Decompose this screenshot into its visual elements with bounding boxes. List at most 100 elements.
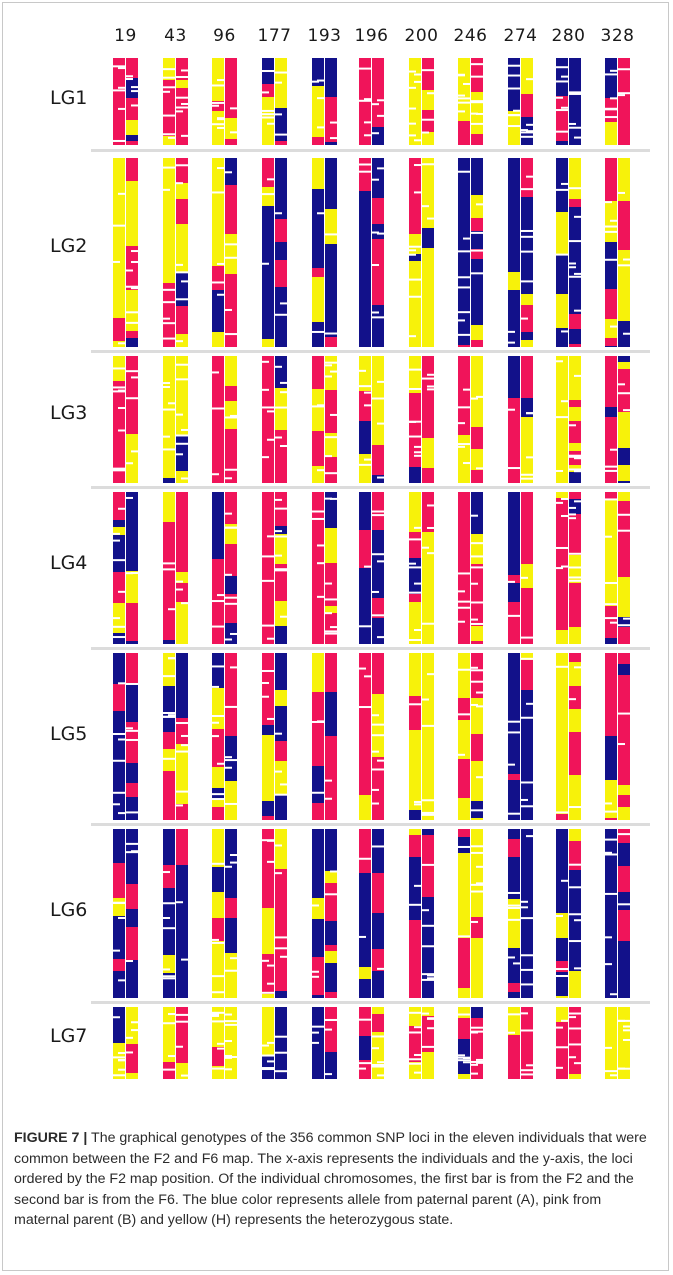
genotype-segment [471, 218, 483, 231]
missing-marker [556, 360, 563, 363]
missing-marker [118, 407, 125, 410]
genotype-segment [113, 1007, 125, 1043]
missing-marker [312, 510, 324, 513]
genotype-bar-lg6-19-f2 [113, 829, 125, 998]
genotype-segment [508, 536, 520, 575]
missing-marker [508, 467, 520, 470]
missing-marker [163, 166, 175, 169]
missing-marker [409, 278, 421, 281]
genotype-segment [275, 788, 287, 795]
missing-marker [618, 513, 630, 516]
missing-marker [458, 606, 470, 609]
genotype-segment [569, 841, 581, 870]
missing-marker [280, 391, 287, 394]
genotype-segment [458, 981, 470, 988]
missing-marker [458, 668, 470, 671]
missing-marker [359, 67, 371, 70]
missing-marker [471, 1063, 478, 1066]
genotype-segment [176, 1063, 188, 1079]
missing-marker [471, 883, 483, 886]
missing-marker [476, 705, 483, 708]
genotype-segment [409, 532, 421, 558]
genotype-segment [471, 1018, 483, 1042]
missing-marker [463, 462, 470, 465]
genotype-segment [372, 949, 384, 971]
missing-marker [364, 565, 371, 568]
missing-marker [163, 927, 175, 930]
missing-marker [212, 625, 224, 628]
missing-marker [181, 734, 188, 737]
missing-marker [113, 65, 125, 68]
genotype-segment [521, 102, 533, 117]
genotype-bars [113, 58, 630, 1079]
group-separator [91, 350, 650, 353]
missing-marker [414, 884, 421, 887]
missing-marker [267, 178, 274, 181]
missing-marker [521, 1069, 533, 1072]
missing-marker [569, 552, 581, 555]
missing-marker [118, 979, 125, 982]
missing-marker [113, 139, 125, 142]
missing-marker [458, 1013, 470, 1016]
missing-marker [225, 638, 232, 641]
genotype-bar-lg1-200-f2 [409, 58, 421, 145]
missing-marker [521, 805, 533, 808]
missing-marker [521, 477, 533, 480]
missing-marker [212, 735, 219, 738]
genotype-segment [262, 994, 274, 998]
missing-marker [212, 975, 224, 978]
missing-marker [364, 98, 371, 101]
genotype-segment [176, 718, 188, 744]
missing-marker [212, 473, 219, 476]
genotype-segment [212, 878, 224, 892]
genotype-bar-lg2-43-f6 [176, 158, 188, 347]
missing-marker [267, 717, 274, 720]
missing-marker [181, 1074, 188, 1077]
missing-marker [508, 956, 515, 959]
genotype-segment [275, 1050, 287, 1079]
missing-marker [458, 422, 465, 425]
missing-marker [618, 92, 630, 95]
missing-marker [574, 919, 581, 922]
missing-marker [212, 665, 224, 668]
missing-marker [414, 445, 421, 448]
missing-marker [377, 99, 384, 102]
missing-marker [377, 636, 384, 639]
missing-marker [458, 97, 470, 100]
genotype-bar-lg5-328-f6 [618, 653, 630, 820]
missing-marker [521, 657, 533, 660]
genotype-segment [325, 492, 337, 528]
missing-marker [409, 245, 421, 248]
missing-marker [605, 582, 617, 585]
missing-marker [212, 407, 224, 410]
missing-marker [225, 1040, 232, 1043]
genotype-bar-lg2-196-f6 [372, 158, 384, 347]
missing-marker [262, 116, 274, 119]
missing-marker [414, 582, 421, 585]
missing-marker [422, 945, 434, 948]
genotype-bar-lg5-196-f6 [372, 653, 384, 820]
missing-marker [163, 435, 170, 438]
missing-marker [212, 281, 224, 284]
missing-marker [476, 203, 483, 206]
missing-marker [561, 879, 568, 882]
group-label-lg2: LG2 [50, 235, 87, 257]
missing-marker [569, 266, 576, 269]
genotype-segment [471, 829, 483, 998]
missing-marker [409, 435, 421, 438]
genotype-segment [471, 917, 483, 938]
missing-marker [131, 1021, 138, 1024]
genotype-segment [458, 837, 470, 853]
genotype-segment [521, 829, 533, 998]
genotype-segment [325, 528, 337, 536]
missing-marker [610, 448, 617, 451]
missing-marker [508, 614, 520, 617]
genotype-segment [113, 898, 125, 916]
missing-marker [569, 1012, 581, 1015]
missing-marker [126, 572, 133, 575]
genotype-segment [618, 544, 630, 560]
missing-marker [312, 1041, 319, 1044]
missing-marker [113, 367, 125, 370]
missing-marker [569, 940, 581, 943]
missing-marker [163, 408, 175, 411]
